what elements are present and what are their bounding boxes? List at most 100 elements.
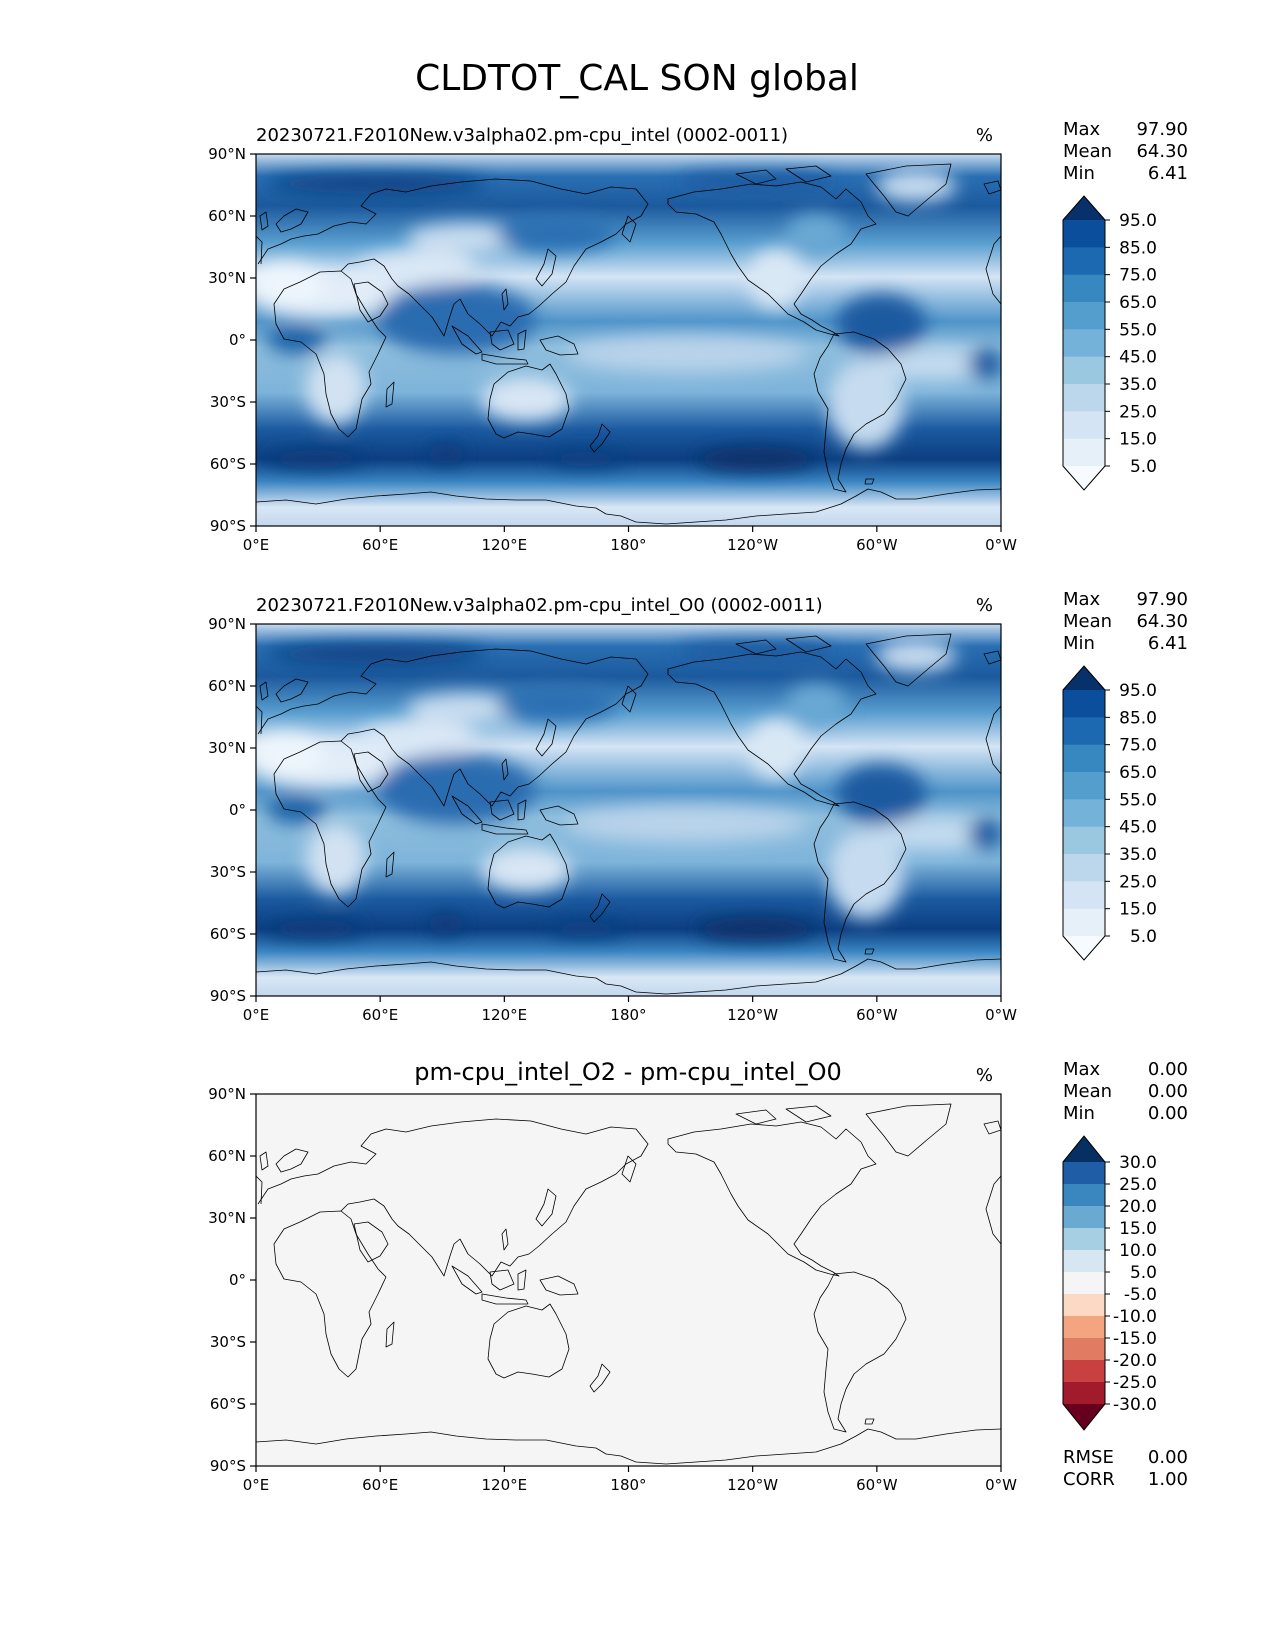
x-tick-label: 120°W — [727, 536, 778, 554]
x-tick-label: 120°W — [727, 1006, 778, 1024]
colorbar-segment — [1063, 908, 1105, 937]
corr-value: 1.00 — [1148, 1469, 1188, 1490]
colorbar-segment — [1063, 772, 1105, 800]
map-area — [255, 153, 1002, 527]
figure-title: CLDTOT_CAL SON global — [415, 58, 859, 99]
stat-mean-value: 64.30 — [1136, 141, 1188, 162]
y-tick-label: 0° — [229, 801, 246, 819]
colorbar-segment — [1063, 826, 1105, 855]
colorbar-segment — [1063, 356, 1105, 385]
stat-min-value: 0.00 — [1148, 1103, 1188, 1124]
map-area — [255, 1093, 1002, 1467]
y-tick-label: 60°N — [208, 1147, 246, 1165]
colorbar-extend-max — [1063, 666, 1105, 690]
colorbar-segment — [1063, 220, 1105, 248]
colorbar-tick-label: 25.0 — [1119, 1175, 1157, 1195]
colorbar-tick-label: -10.0 — [1113, 1307, 1157, 1327]
y-tick-label: 60°S — [210, 1395, 246, 1413]
rmse-value: 0.00 — [1148, 1447, 1188, 1468]
y-tick-label: 60°S — [210, 455, 246, 473]
y-tick-label: 90°N — [208, 145, 246, 163]
stat-max-label: Max — [1063, 119, 1101, 140]
colorbar-tick-label: 15.0 — [1119, 430, 1157, 450]
y-tick-label: 90°S — [210, 1457, 246, 1475]
y-tick-label: 90°N — [208, 1085, 246, 1103]
x-tick-label: 180° — [610, 1006, 646, 1024]
stat-mean-label: Mean — [1063, 141, 1112, 162]
corr-label: CORR — [1063, 1469, 1115, 1490]
y-axis: 90°N 60°N 30°N 0° 30°S 60°S 90°S — [208, 145, 256, 535]
y-tick-label: 30°N — [208, 1209, 246, 1227]
colorbar-segment — [1063, 1360, 1105, 1383]
y-tick-label: 60°N — [208, 207, 246, 225]
colorbar-tick-label: 45.0 — [1119, 348, 1157, 368]
colorbar-extend-min — [1063, 466, 1105, 490]
colorbar-segment — [1063, 329, 1105, 358]
colorbar-tick-label: 35.0 — [1119, 375, 1157, 395]
x-tick-label: 120°W — [727, 1476, 778, 1494]
y-tick-label: 30°N — [208, 739, 246, 757]
colorbar-segment — [1063, 438, 1105, 467]
colorbar-tick-label: 55.0 — [1119, 790, 1157, 810]
colorbar-segment — [1063, 1294, 1105, 1317]
colorbar-segment — [1063, 1272, 1105, 1295]
y-tick-label: 90°S — [210, 517, 246, 535]
colorbar-segment — [1063, 1382, 1105, 1405]
cloud-field — [246, 624, 1004, 996]
stat-max-value: 97.90 — [1136, 589, 1188, 610]
colorbar-tick-label: 25.0 — [1119, 402, 1157, 422]
y-tick-label: 0° — [229, 1271, 246, 1289]
stats-block: Max 97.90 Mean 64.30 Min 6.41 — [1063, 589, 1188, 654]
stats-block: Max 0.00 Mean 0.00 Min 0.00 — [1063, 1059, 1188, 1124]
colorbar-tick-label: 5.0 — [1130, 1263, 1157, 1283]
x-tick-label: 60°E — [362, 1476, 398, 1494]
y-tick-label: 30°N — [208, 269, 246, 287]
y-tick-label: 30°S — [210, 863, 246, 881]
colorbar-segment — [1063, 1206, 1105, 1229]
colorbar-tick-label: -5.0 — [1124, 1285, 1157, 1305]
colorbar-tick-label: 15.0 — [1119, 900, 1157, 920]
colorbar-tick-label: -30.0 — [1113, 1395, 1157, 1415]
x-axis: 0°E 60°E 120°E 180° 120°W 60°W 0°W — [243, 1466, 1017, 1494]
x-tick-label: 120°E — [482, 1476, 528, 1494]
stat-max-label: Max — [1063, 589, 1101, 610]
colorbar-tick-label: 55.0 — [1119, 320, 1157, 340]
colorbar-tick-label: -25.0 — [1113, 1373, 1157, 1393]
colorbar-tick-label: 95.0 — [1119, 211, 1157, 231]
colorbar-segment — [1063, 1338, 1105, 1361]
x-tick-label: 0°E — [243, 536, 270, 554]
x-tick-label: 0°W — [985, 1476, 1017, 1494]
x-tick-label: 180° — [610, 536, 646, 554]
colorbar-segment — [1063, 1228, 1105, 1251]
x-tick-label: 60°E — [362, 536, 398, 554]
colorbar-tick-label: 5.0 — [1130, 927, 1157, 947]
colorbar-tick-label: 35.0 — [1119, 845, 1157, 865]
x-axis: 0°E 60°E 120°E 180° 120°W 60°W 0°W — [243, 526, 1017, 554]
y-tick-label: 30°S — [210, 393, 246, 411]
colorbar-tick-label: 85.0 — [1119, 238, 1157, 258]
panel-reference: 20230721.F2010New.v3alpha02.pm-cpu_intel… — [208, 589, 1188, 1024]
colorbar-segment — [1063, 1316, 1105, 1339]
colorbar-segment — [1063, 411, 1105, 440]
colorbar-tick-label: 30.0 — [1119, 1153, 1157, 1173]
units-label: % — [976, 1065, 993, 1086]
x-tick-label: 180° — [610, 1476, 646, 1494]
panel-title: 20230721.F2010New.v3alpha02.pm-cpu_intel… — [256, 125, 788, 146]
colorbar-segment — [1063, 247, 1105, 276]
units-label: % — [976, 125, 993, 146]
panel-test: 20230721.F2010New.v3alpha02.pm-cpu_intel… — [208, 119, 1188, 554]
colorbar-segment — [1063, 854, 1105, 882]
map-area — [246, 623, 1004, 997]
colorbar-extend-max — [1063, 1136, 1105, 1162]
stat-min-label: Min — [1063, 163, 1095, 184]
y-tick-label: 90°N — [208, 615, 246, 633]
colorbar-segment — [1063, 1162, 1105, 1185]
x-tick-label: 60°W — [856, 1006, 898, 1024]
colorbar-segment — [1063, 744, 1105, 773]
panel-difference: pm-cpu_intel_O2 - pm-cpu_intel_O0 % 0°E 6… — [208, 1058, 1188, 1494]
colorbar-tick-label: -15.0 — [1113, 1329, 1157, 1349]
panel-title: pm-cpu_intel_O2 - pm-cpu_intel_O0 — [414, 1058, 842, 1086]
x-tick-label: 0°W — [985, 1006, 1017, 1024]
x-tick-label: 0°W — [985, 536, 1017, 554]
y-tick-label: 30°S — [210, 1333, 246, 1351]
